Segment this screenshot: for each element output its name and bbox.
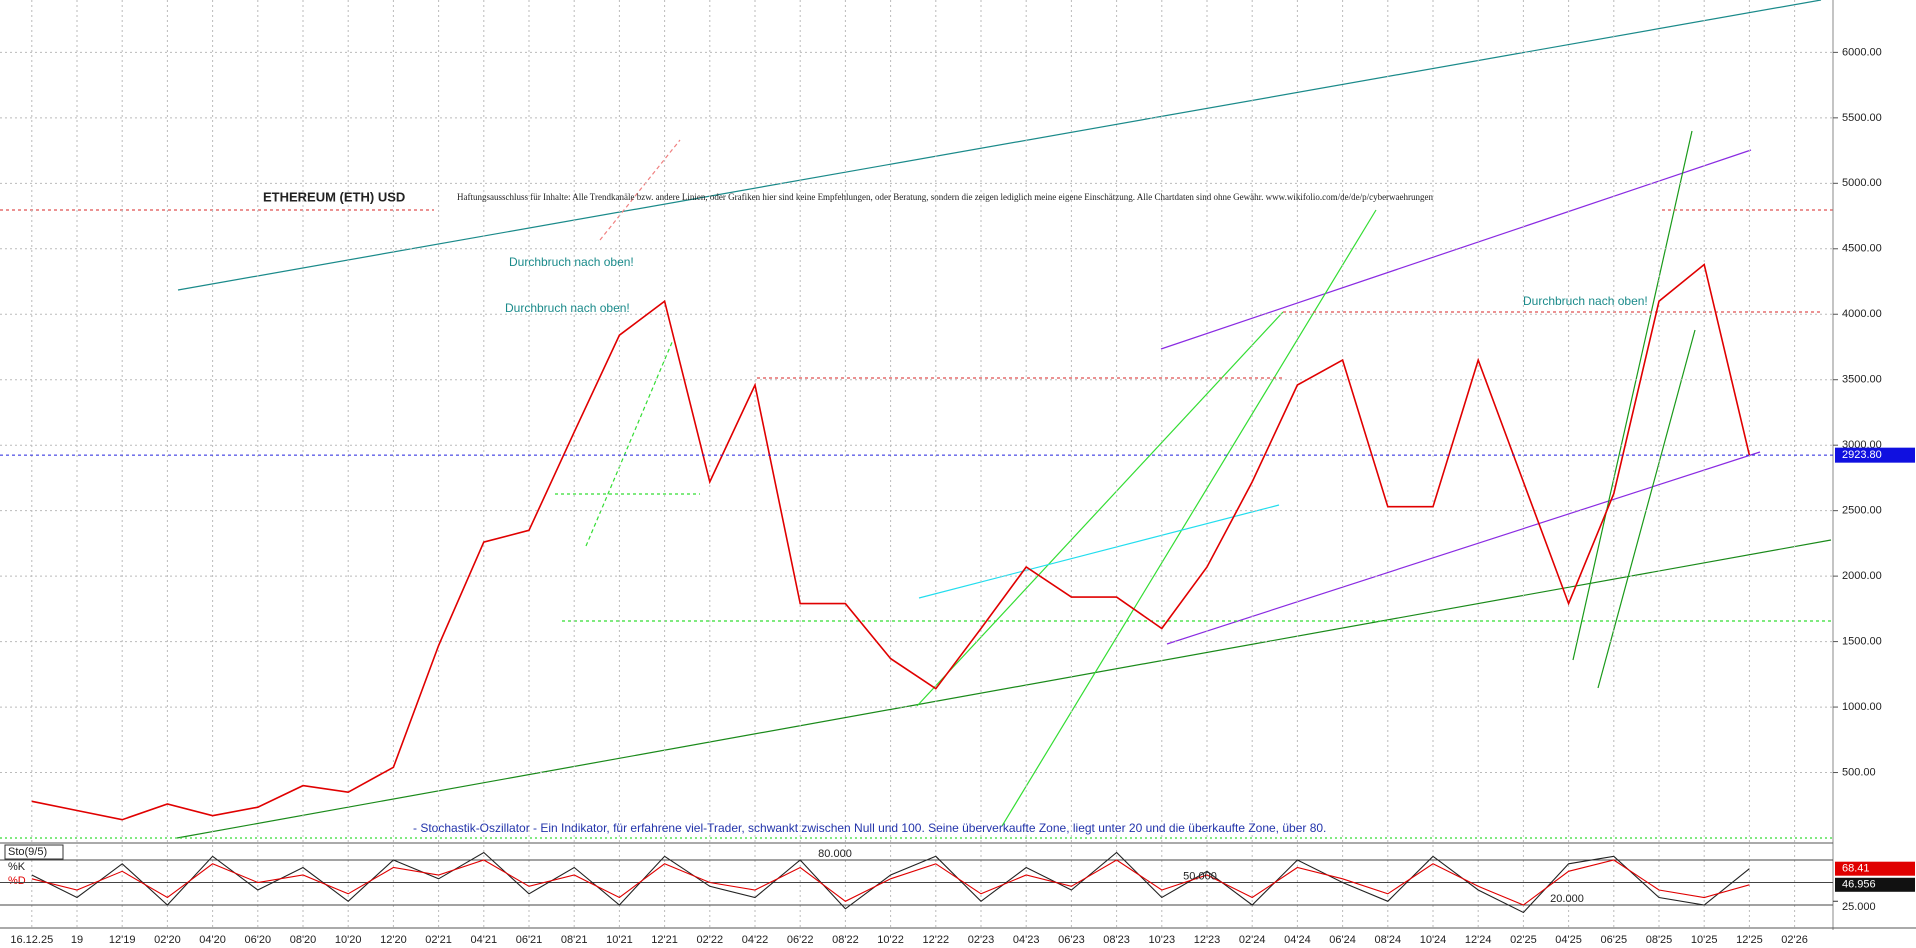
x-tick-label: 12'20	[380, 934, 407, 946]
x-tick-label: 02'24	[1239, 934, 1266, 946]
legend-d: %D	[8, 875, 26, 887]
indicator-description: - Stochastik-Oszillator - Ein Indikator,…	[413, 821, 1326, 835]
annotation: Durchbruch nach oben!	[505, 301, 630, 315]
y-tick-label: 1000.00	[1842, 701, 1882, 713]
series-line	[31, 263, 1751, 821]
indicator-box	[4, 844, 64, 860]
series-line	[31, 859, 1750, 906]
x-tick-label: 02'26	[1781, 934, 1808, 946]
x-tick-label: 10'25	[1691, 934, 1718, 946]
x-tick-label: 02'25	[1510, 934, 1537, 946]
x-tick-label: 06'25	[1601, 934, 1628, 946]
trend-line	[1001, 209, 1377, 827]
y-tick-label: 5000.00	[1842, 177, 1882, 189]
y-tick-label: 500.00	[1842, 766, 1876, 778]
x-tick-label: 04'22	[742, 934, 769, 946]
legend-k: %K	[8, 861, 26, 873]
trend-line	[1597, 329, 1696, 689]
x-tick-label: 10'23	[1149, 934, 1176, 946]
trend-line	[1572, 130, 1693, 661]
x-tick-label: 10'21	[606, 934, 633, 946]
x-tick-label: 02'22	[697, 934, 724, 946]
stoch-level-label: 50.000	[1183, 870, 1217, 882]
chart-title: ETHEREUM (ETH) USD	[263, 189, 405, 204]
x-tick-label: 04'24	[1284, 934, 1311, 946]
x-tick-label: 10'24	[1420, 934, 1447, 946]
marker-label: 25.000	[1842, 901, 1876, 913]
x-tick-label: 04'23	[1013, 934, 1040, 946]
disclaimer: Haftungsausschluss für Inhalte: Alle Tre…	[457, 192, 1434, 202]
x-tick-label: 04'20	[199, 934, 226, 946]
x-tick-label: 12'24	[1465, 934, 1492, 946]
trend-lines	[0, 0, 1833, 928]
last-value-label: 46.956	[1842, 879, 1876, 891]
x-tick-label: 16.12.25	[10, 934, 53, 946]
last-price-label: 2923.80	[1842, 449, 1882, 461]
x-tick-label: 12'25	[1736, 934, 1763, 946]
x-tick-label: 06'21	[516, 934, 543, 946]
x-tick-label: 06'22	[787, 934, 814, 946]
x-tick-label: 08'24	[1375, 934, 1402, 946]
x-tick-label: 04'21	[471, 934, 498, 946]
y-tick-label: 2000.00	[1842, 570, 1882, 582]
y-tick-label: 4000.00	[1842, 308, 1882, 320]
trend-line	[176, 539, 1832, 839]
x-tick-label: 02'21	[425, 934, 452, 946]
x-tick-label: 08'23	[1103, 934, 1130, 946]
last-value-label: 68.41	[1842, 863, 1870, 875]
x-tick-label: 12'19	[109, 934, 136, 946]
x-tick-label: 10'22	[877, 934, 904, 946]
x-tick-label: 12'22	[923, 934, 950, 946]
x-tick-label: 08'25	[1646, 934, 1673, 946]
y-tick-label: 6000.00	[1842, 46, 1882, 58]
trend-line	[1166, 451, 1761, 645]
y-tick-label: 5500.00	[1842, 112, 1882, 124]
y-tick-label: 3500.00	[1842, 374, 1882, 386]
trend-line	[918, 504, 1280, 599]
x-tick-label: 06'20	[245, 934, 272, 946]
trend-line	[177, 0, 1822, 291]
x-tick-label: 08'22	[832, 934, 859, 946]
last-value-box	[1835, 861, 1915, 876]
x-tick-label: 08'21	[561, 934, 588, 946]
x-tick-label: 19	[71, 934, 83, 946]
indicator-title: Sto(9/5)	[8, 846, 47, 858]
x-tick-label: 08'20	[290, 934, 317, 946]
x-tick-label: 12'21	[651, 934, 678, 946]
trend-line	[599, 139, 681, 241]
annotation: Durchbruch nach oben!	[1523, 294, 1648, 308]
last-value-box	[1835, 877, 1915, 892]
x-tick-label: 02'20	[154, 934, 181, 946]
x-tick-label: 12'23	[1194, 934, 1221, 946]
y-tick-label: 2500.00	[1842, 505, 1882, 517]
trend-line	[1160, 149, 1752, 350]
stoch-level-label: 80.000	[818, 848, 852, 860]
x-tick-label: 06'23	[1058, 934, 1085, 946]
last-price-box	[1835, 447, 1915, 463]
y-tick-label: 4500.00	[1842, 243, 1882, 255]
x-tick-label: 06'24	[1329, 934, 1356, 946]
trend-line	[585, 339, 674, 547]
y-tick-label: 1500.00	[1842, 636, 1882, 648]
x-tick-label: 02'23	[968, 934, 995, 946]
annotation: Durchbruch nach oben!	[509, 255, 634, 269]
x-tick-label: 10'20	[335, 934, 362, 946]
stoch-level-label: 20.000	[1550, 893, 1584, 905]
x-tick-label: 04'25	[1555, 934, 1582, 946]
